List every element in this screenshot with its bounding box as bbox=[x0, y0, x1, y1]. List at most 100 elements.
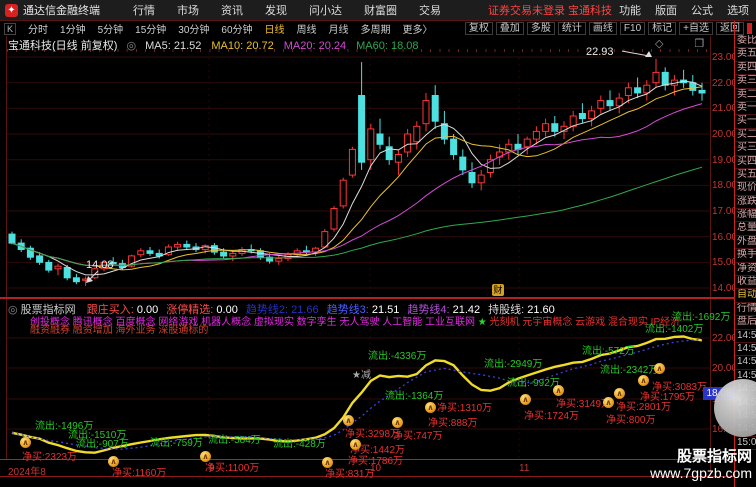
ma-value-label: MA5: 21.52 bbox=[145, 40, 202, 52]
quote-row[interactable]: 买二 bbox=[735, 129, 756, 143]
price-tick: 19.00 bbox=[712, 154, 738, 166]
quote-row[interactable]: 卖四 bbox=[735, 62, 756, 76]
period-tab[interactable]: 月线 bbox=[328, 25, 349, 36]
month-tick: 2024年8 bbox=[8, 467, 46, 478]
chart-corner-icons[interactable]: ◇ ❐ bbox=[655, 38, 719, 50]
gold-coin-icon: ∧ bbox=[322, 457, 333, 468]
tool-button[interactable]: 复权 bbox=[464, 22, 493, 35]
menu-item[interactable]: 行情 bbox=[133, 5, 155, 17]
quote-row[interactable]: 自动 bbox=[735, 289, 756, 303]
menu-item[interactable]: 交易 bbox=[419, 5, 441, 17]
tool-button[interactable]: 画线 bbox=[588, 22, 617, 35]
menu-item[interactable]: 财富圈 bbox=[364, 5, 397, 17]
menu-item[interactable]: 功能 bbox=[619, 5, 642, 17]
indicator-field: 趋势线2: 21.66 bbox=[245, 304, 319, 316]
quote-row[interactable]: 卖二 bbox=[735, 89, 756, 102]
netbuy-label: 净买:3149万 bbox=[556, 399, 612, 410]
netbuy-label: 净买:1310万 bbox=[437, 403, 493, 414]
quote-row[interactable]: 15:00 bbox=[735, 437, 756, 451]
quote-row[interactable]: 涨跌 bbox=[735, 196, 756, 210]
window-split-border[interactable] bbox=[734, 21, 735, 487]
panel-divider[interactable] bbox=[0, 297, 735, 299]
tool-button[interactable]: +自选 bbox=[679, 22, 713, 35]
outflow-label: 流出:-1402万 bbox=[645, 324, 704, 335]
quote-row[interactable]: 净资 bbox=[735, 263, 756, 277]
quote-row[interactable]: 14:56 bbox=[735, 330, 756, 343]
month-tick: 9 bbox=[209, 463, 215, 474]
quote-row[interactable]: 卖一 bbox=[735, 102, 756, 116]
svg-text:14.08: 14.08 bbox=[86, 259, 114, 271]
quote-row[interactable]: 收益 bbox=[735, 276, 756, 290]
menu-item[interactable]: 选项 bbox=[727, 5, 750, 17]
tool-button[interactable]: 统计 bbox=[557, 22, 586, 35]
chart-left-border bbox=[6, 36, 7, 459]
netbuy-label: 净买:1786万 bbox=[348, 456, 404, 467]
quote-row[interactable]: 卖三 bbox=[735, 75, 756, 89]
tool-button[interactable]: 标记 bbox=[648, 22, 677, 35]
menu-item[interactable]: 公式 bbox=[691, 5, 714, 17]
watermark: 股票指标网 www.7gpzb.com bbox=[650, 449, 752, 482]
menu-item[interactable]: 版面 bbox=[655, 5, 678, 17]
period-tab[interactable]: 1分钟 bbox=[60, 25, 86, 36]
stock-title[interactable]: 宝通科技(日线 前复权) bbox=[8, 40, 118, 52]
indicator-source[interactable]: 股票指标网 bbox=[20, 304, 76, 316]
outflow-label: 流出:-2342万 bbox=[600, 365, 659, 376]
gold-coin-icon: ∧ bbox=[603, 397, 614, 408]
period-tab[interactable]: 日线 bbox=[264, 25, 285, 36]
menu-item[interactable]: 问小达 bbox=[309, 5, 342, 17]
ma-value-label: MA20: 20.24 bbox=[283, 40, 347, 52]
quote-row[interactable]: 14:56 bbox=[735, 356, 756, 370]
tool-button[interactable]: 多股 bbox=[526, 22, 555, 35]
quote-row[interactable]: 行情 bbox=[735, 303, 756, 317]
netbuy-label: 净买:747万 bbox=[393, 431, 443, 442]
quote-row[interactable]: 外盘 bbox=[735, 236, 756, 250]
compare-eye-icon[interactable]: ◎ bbox=[126, 40, 137, 52]
quote-row[interactable]: 换手 bbox=[735, 249, 756, 263]
quote-row[interactable]: 现价 bbox=[735, 182, 756, 196]
quote-row[interactable]: 涨幅 bbox=[735, 209, 756, 223]
gold-coin-icon: ∧ bbox=[392, 417, 403, 428]
gold-coin-icon: ∧ bbox=[108, 456, 119, 467]
news-event-icon[interactable]: 财 bbox=[492, 284, 504, 296]
period-tab[interactable]: 分时 bbox=[28, 25, 49, 36]
tool-button[interactable]: 返回 bbox=[716, 22, 744, 35]
kline-mode-icon[interactable]: K bbox=[4, 22, 17, 35]
tool-button[interactable]: 叠加 bbox=[495, 22, 524, 35]
login-alert[interactable]: 证券交易未登录 宝通科技 bbox=[488, 5, 613, 17]
menu-item[interactable]: 市场 bbox=[177, 5, 199, 17]
quote-row[interactable]: 盘后 bbox=[735, 316, 756, 330]
top-menu-bar: ✦ 通达信金融终端 行情 市场 资讯 发现 问小达 财富圈 交易 证券交易未登录 宝通科技 … bbox=[0, 0, 756, 21]
watermark-url: www.7gpzb.com bbox=[650, 465, 752, 481]
menu-item[interactable]: 资讯 bbox=[221, 5, 243, 17]
period-tab[interactable]: 多周期 bbox=[360, 25, 391, 36]
price-tick: 14.00 bbox=[712, 283, 738, 295]
outflow-label: 流出:-4336万 bbox=[368, 351, 427, 362]
netbuy-label: 净买:3083万 bbox=[652, 382, 708, 393]
quote-row[interactable]: 买五 bbox=[735, 169, 756, 183]
period-tab[interactable]: 60分钟 bbox=[221, 25, 253, 36]
gold-coin-icon: ∧ bbox=[638, 375, 649, 386]
quote-row[interactable]: 买四 bbox=[735, 156, 756, 169]
month-tick: 10 bbox=[370, 463, 382, 474]
concept-tags-line2: 融资融券 融资增加 海外业务 深股通标的 bbox=[30, 325, 209, 336]
app-logo-icon[interactable]: ✦ bbox=[5, 3, 18, 17]
quote-row[interactable]: 14:56 bbox=[735, 343, 756, 357]
quote-row[interactable]: 卖五 bbox=[735, 48, 756, 62]
axis-left-border bbox=[710, 36, 711, 476]
gold-coin-icon: ∧ bbox=[553, 385, 564, 396]
period-tab[interactable]: 30分钟 bbox=[178, 25, 210, 36]
quote-row[interactable]: 委比 bbox=[735, 35, 756, 49]
period-tab[interactable]: 周线 bbox=[296, 25, 317, 36]
quote-row[interactable]: 买一 bbox=[735, 115, 756, 129]
netbuy-label: 净买:831万 bbox=[325, 469, 375, 480]
period-tab[interactable]: 5分钟 bbox=[97, 25, 124, 36]
menu-item[interactable]: 发现 bbox=[265, 5, 287, 17]
quote-row[interactable]: 总量 bbox=[735, 222, 756, 236]
tool-button[interactable]: F10 bbox=[619, 22, 646, 35]
quote-row[interactable]: 买三 bbox=[735, 142, 756, 156]
indicator-source-icon[interactable]: ◎ bbox=[8, 304, 18, 316]
period-tab[interactable]: 15分钟 bbox=[135, 25, 167, 36]
gold-coin-icon: ∧ bbox=[614, 388, 625, 399]
period-tab[interactable]: 更多〉 bbox=[402, 25, 433, 36]
